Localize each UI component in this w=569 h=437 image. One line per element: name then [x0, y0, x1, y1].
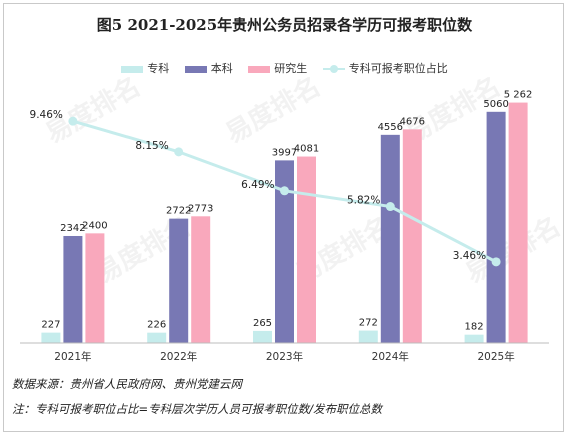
- bar-value-label: 3997: [272, 147, 297, 158]
- bar: [169, 218, 189, 343]
- bar-value-label: 2342: [60, 223, 85, 234]
- bar: [63, 235, 83, 343]
- bar: [464, 334, 484, 343]
- legend-item-bachelor: 本科: [184, 60, 233, 76]
- x-tick-label: 2023年: [266, 350, 303, 363]
- ratio-point: [280, 186, 289, 196]
- ratio-value-label: 9.46%: [30, 109, 63, 121]
- legend-label-associate: 专科: [147, 62, 170, 75]
- bar: [358, 330, 378, 343]
- legend: 专科 本科 研究生 专科可报考职位占比: [0, 60, 569, 76]
- legend-swatch-graduate: [248, 65, 271, 73]
- bar-value-label: 2722: [166, 206, 191, 217]
- ratio-value-label: 6.49%: [241, 179, 274, 191]
- bar-value-label: 4081: [294, 144, 319, 155]
- bar: [380, 134, 400, 343]
- legend-item-associate: 专科: [121, 60, 169, 76]
- x-tick-label: 2025年: [477, 350, 514, 363]
- ratio-value-label: 8.15%: [135, 140, 168, 152]
- bar: [508, 102, 528, 344]
- ratio-point: [174, 147, 184, 157]
- bar-value-label: 5060: [483, 99, 508, 110]
- legend-item-graduate: 研究生: [248, 60, 307, 76]
- bar-value-label: 2773: [188, 203, 213, 214]
- chart-title: 图5 2021-2025年贵州公务员招录各学历可报考职位数: [96, 16, 473, 34]
- bar-value-label: 226: [147, 320, 166, 331]
- ratio-note: 注：专科可报考职位占比=专科层次学历人员可报考职位数/发布职位总数: [12, 402, 383, 416]
- x-tick-label: 2024年: [372, 350, 409, 363]
- bar: [402, 129, 422, 343]
- bar-value-label: 182: [465, 322, 484, 333]
- bar: [41, 332, 61, 343]
- source-note: 数据来源：贵州省人民政府网、贵州党建云网: [12, 377, 242, 391]
- legend-label-graduate: 研究生: [274, 62, 308, 75]
- legend-label-bachelor: 本科: [210, 62, 233, 75]
- legend-item-ratio: 专科可报考职位占比: [322, 60, 448, 76]
- ratio-point: [68, 116, 78, 126]
- bar: [191, 216, 211, 343]
- bar-value-label: 5 262: [504, 90, 533, 101]
- bar-value-label: 4676: [400, 116, 425, 127]
- bar-value-label: 4556: [378, 122, 403, 133]
- ratio-point: [491, 257, 501, 267]
- bar: [253, 330, 272, 343]
- legend-swatch-bachelor: [184, 65, 207, 73]
- bar: [275, 160, 294, 343]
- bar-value-label: 272: [359, 318, 378, 329]
- bar: [147, 332, 167, 343]
- bar: [486, 111, 506, 343]
- bar-value-label: 265: [253, 318, 272, 329]
- ratio-point: [385, 202, 395, 212]
- x-tick-label: 2021年: [54, 350, 91, 363]
- bar: [297, 156, 316, 343]
- x-tick-label: 2022年: [160, 350, 197, 363]
- legend-label-ratio: 专科可报考职位占比: [348, 62, 448, 75]
- bar: [85, 233, 105, 343]
- bar-value-label: 2400: [82, 220, 107, 231]
- legend-swatch-associate: [121, 65, 144, 73]
- ratio-value-label: 5.82%: [347, 195, 380, 207]
- bar-value-label: 227: [41, 320, 60, 331]
- ratio-value-label: 3.46%: [453, 250, 486, 262]
- legend-swatch-ratio: [322, 65, 345, 73]
